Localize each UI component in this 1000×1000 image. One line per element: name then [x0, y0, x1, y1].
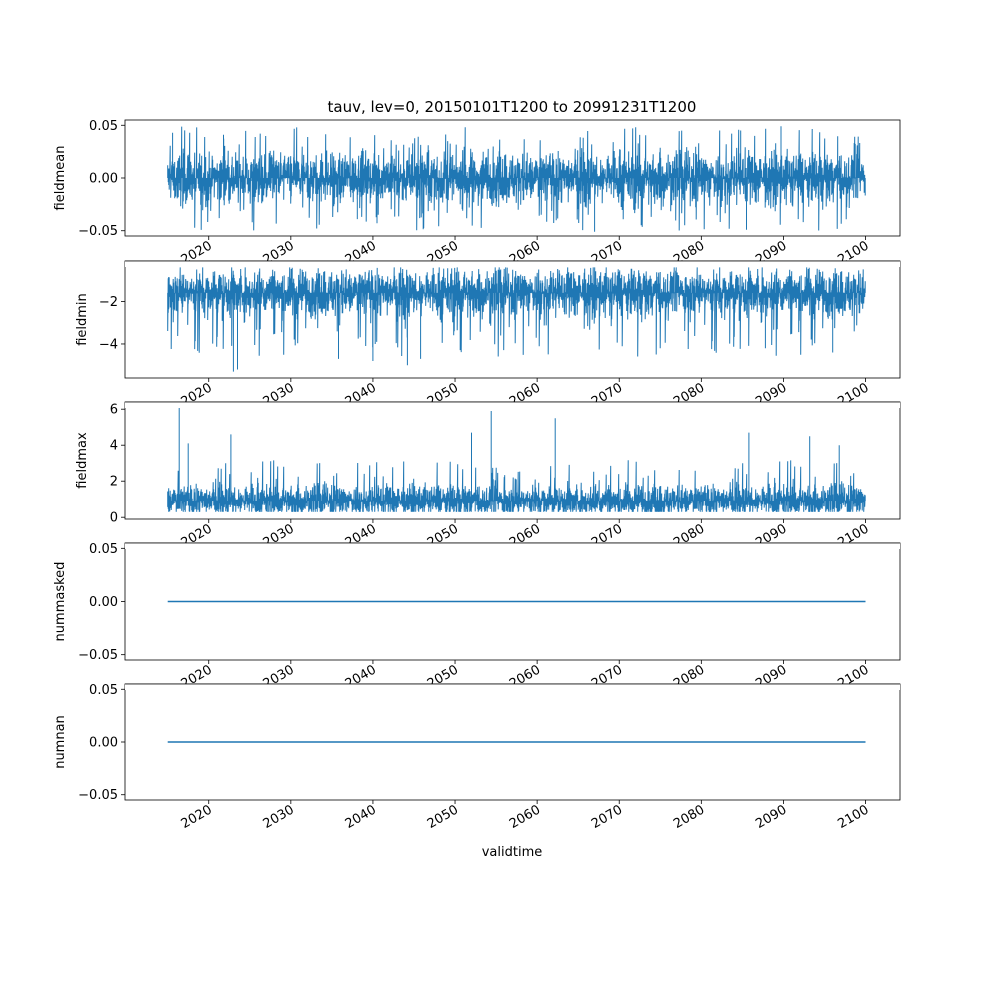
x-tick-label: 2100: [835, 802, 871, 832]
subplot-numnan: −0.05 0.00 0.05 numnan 2020 2030 2040 2050 2060 2…: [53, 683, 901, 832]
series-line-fieldmin: [167, 267, 866, 372]
x-tick-label: 2040: [343, 802, 379, 832]
y-tick-label: 0.05: [89, 542, 118, 557]
y-axis-label: numnan: [53, 715, 68, 769]
x-tick-label: 2060: [507, 802, 543, 832]
y-axis-label: fieldmean: [53, 146, 68, 211]
x-tick-label: 2050: [425, 802, 461, 832]
y-axis-label: nummasked: [53, 562, 68, 642]
y-tick-label: 0.00: [89, 595, 118, 610]
y-tick-label: −0.05: [78, 648, 118, 663]
y-tick-label: 0: [110, 511, 118, 526]
x-tick-label: 2020: [179, 802, 215, 832]
y-tick-label: −0.05: [78, 788, 118, 803]
y-tick-label: 4: [110, 439, 118, 454]
y-axis-label: fieldmax: [75, 432, 90, 489]
y-tick-label: −0.05: [78, 224, 118, 239]
x-tick-label: 2070: [589, 802, 625, 832]
y-tick-label: 0.05: [89, 683, 118, 698]
x-tick-label: 2080: [671, 802, 707, 832]
y-tick-label: 0.00: [89, 172, 118, 187]
y-tick-label: 0.05: [89, 119, 118, 134]
series-line-fieldmean: [167, 126, 866, 232]
series-line-fieldmax: [167, 407, 866, 512]
panel-overlap-mask: [125, 402, 900, 408]
panel-overlap-mask: [125, 261, 900, 267]
x-axis-label: validtime: [482, 845, 543, 860]
chart-title: tauv, lev=0, 20150101T1200 to 20991231T1…: [328, 98, 697, 116]
panel-overlap-mask: [125, 684, 900, 690]
x-tick-label: 2030: [261, 802, 297, 832]
y-axis-label: fieldmin: [75, 293, 90, 346]
y-tick-label: 0.00: [89, 736, 118, 751]
y-tick-label: −4: [99, 337, 118, 352]
y-tick-label: 2: [110, 475, 118, 490]
panel-overlap-mask: [125, 543, 900, 549]
y-tick-label: 6: [110, 403, 118, 418]
y-tick-label: −2: [99, 295, 118, 310]
x-tick-label: 2090: [753, 802, 789, 832]
